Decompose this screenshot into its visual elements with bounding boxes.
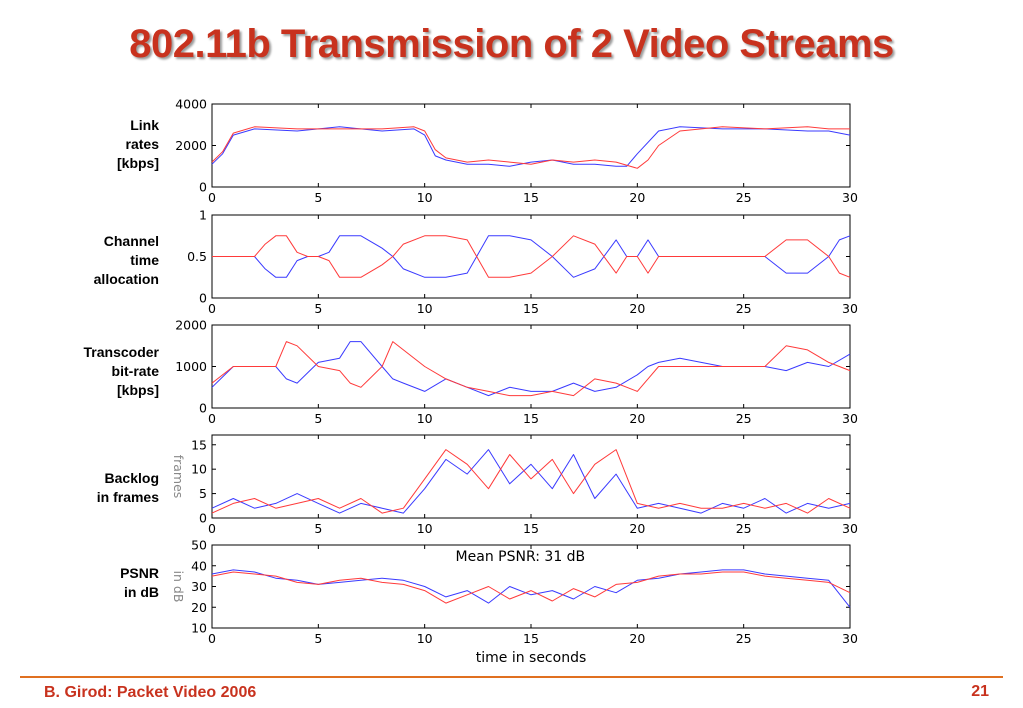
x-tick-label-1-2: 10 bbox=[417, 301, 433, 316]
plot-frame-0 bbox=[211, 103, 851, 188]
x-tick-label-0-4: 20 bbox=[629, 190, 645, 205]
x-tick-label-2-0: 0 bbox=[208, 411, 216, 426]
y-tick-label-3-1: 5 bbox=[199, 486, 207, 501]
x-tick-label-4-3: 15 bbox=[523, 631, 539, 646]
row-label-link-rates: Link rates [kbps] bbox=[117, 117, 159, 171]
y-tick-label-2-2: 2000 bbox=[175, 318, 207, 333]
x-tick-label-3-6: 30 bbox=[842, 521, 858, 536]
y-tick-label-4-4: 50 bbox=[191, 538, 207, 553]
plot-frame-3 bbox=[211, 434, 851, 519]
x-tick-label-2-1: 5 bbox=[314, 411, 322, 426]
x-tick-label-1-5: 25 bbox=[736, 301, 752, 316]
row-label-backlog: Backlog in frames bbox=[96, 470, 159, 505]
y-tick-label-2-0: 0 bbox=[199, 401, 207, 416]
x-tick-label-1-0: 0 bbox=[208, 301, 216, 316]
x-tick-label-4-0: 0 bbox=[208, 631, 216, 646]
y-tick-label-1-0: 0 bbox=[199, 291, 207, 306]
x-tick-label-4-6: 30 bbox=[842, 631, 858, 646]
x-axis-label: time in seconds bbox=[476, 650, 587, 666]
y-tick-label-0-1: 2000 bbox=[175, 138, 207, 153]
y-tick-label-3-0: 0 bbox=[199, 511, 207, 526]
series-line-2-blue bbox=[211, 341, 851, 397]
x-tick-label-0-2: 10 bbox=[417, 190, 433, 205]
y-tick-label-4-1: 20 bbox=[191, 600, 207, 615]
row-label-channel-time: Channel time allocation bbox=[93, 233, 159, 287]
y-tick-label-1-2: 1 bbox=[199, 208, 207, 223]
x-tick-label-2-6: 30 bbox=[842, 411, 858, 426]
x-tick-label-1-1: 5 bbox=[314, 301, 322, 316]
y-tick-label-0-0: 0 bbox=[199, 180, 207, 195]
x-tick-label-2-5: 25 bbox=[736, 411, 752, 426]
x-tick-label-3-2: 10 bbox=[417, 521, 433, 536]
x-tick-label-2-2: 10 bbox=[417, 411, 433, 426]
y-tick-label-4-2: 30 bbox=[191, 579, 207, 594]
y-axis-label-3: frames bbox=[171, 455, 186, 499]
x-tick-label-3-3: 15 bbox=[523, 521, 539, 536]
x-tick-label-4-2: 10 bbox=[417, 631, 433, 646]
plot-frame-4 bbox=[211, 544, 851, 629]
series-line-2-red bbox=[211, 341, 851, 397]
y-tick-label-3-3: 15 bbox=[191, 437, 207, 452]
x-tick-label-3-1: 5 bbox=[314, 521, 322, 536]
y-tick-label-0-2: 4000 bbox=[175, 97, 207, 112]
row-label-transcoder: Transcoder bit-rate [kbps] bbox=[83, 344, 159, 398]
x-tick-label-0-5: 25 bbox=[736, 190, 752, 205]
x-tick-label-1-3: 15 bbox=[523, 301, 539, 316]
y-tick-label-4-3: 40 bbox=[191, 558, 207, 573]
y-tick-label-2-1: 1000 bbox=[175, 359, 207, 374]
slide-title: 802.11b Transmission of 2 Video Streams bbox=[129, 22, 894, 66]
series-line-3-blue bbox=[211, 449, 851, 514]
x-tick-label-0-3: 15 bbox=[523, 190, 539, 205]
x-tick-label-0-6: 30 bbox=[842, 190, 858, 205]
x-tick-label-0-0: 0 bbox=[208, 190, 216, 205]
x-tick-label-4-1: 5 bbox=[314, 631, 322, 646]
x-tick-label-0-1: 5 bbox=[314, 190, 322, 205]
x-tick-label-3-4: 20 bbox=[629, 521, 645, 536]
footer-author: B. Girod: Packet Video 2006 bbox=[44, 684, 257, 701]
x-tick-label-1-6: 30 bbox=[842, 301, 858, 316]
x-tick-label-4-5: 25 bbox=[736, 631, 752, 646]
x-tick-label-2-3: 15 bbox=[523, 411, 539, 426]
page-number: 21 bbox=[971, 683, 989, 700]
series-line-4-red bbox=[211, 571, 851, 604]
y-tick-label-3-2: 10 bbox=[191, 462, 207, 477]
series-line-1-red bbox=[212, 235, 851, 278]
x-tick-label-2-4: 20 bbox=[629, 411, 645, 426]
x-tick-label-4-4: 20 bbox=[629, 631, 645, 646]
y-tick-label-1-1: 0.5 bbox=[187, 249, 207, 264]
x-tick-label-3-5: 25 bbox=[736, 521, 752, 536]
y-axis-label-4: in dB bbox=[171, 571, 186, 603]
row-label-psnr: PSNR in dB bbox=[120, 565, 159, 600]
footer-rule bbox=[20, 676, 1003, 678]
x-tick-label-1-4: 20 bbox=[629, 301, 645, 316]
psnr-annotation: Mean PSNR: 31 dB bbox=[456, 549, 586, 565]
series-line-0-red bbox=[211, 126, 850, 169]
x-tick-label-3-0: 0 bbox=[208, 521, 216, 536]
series-line-3-red bbox=[211, 449, 851, 514]
y-tick-label-4-0: 10 bbox=[191, 621, 207, 636]
